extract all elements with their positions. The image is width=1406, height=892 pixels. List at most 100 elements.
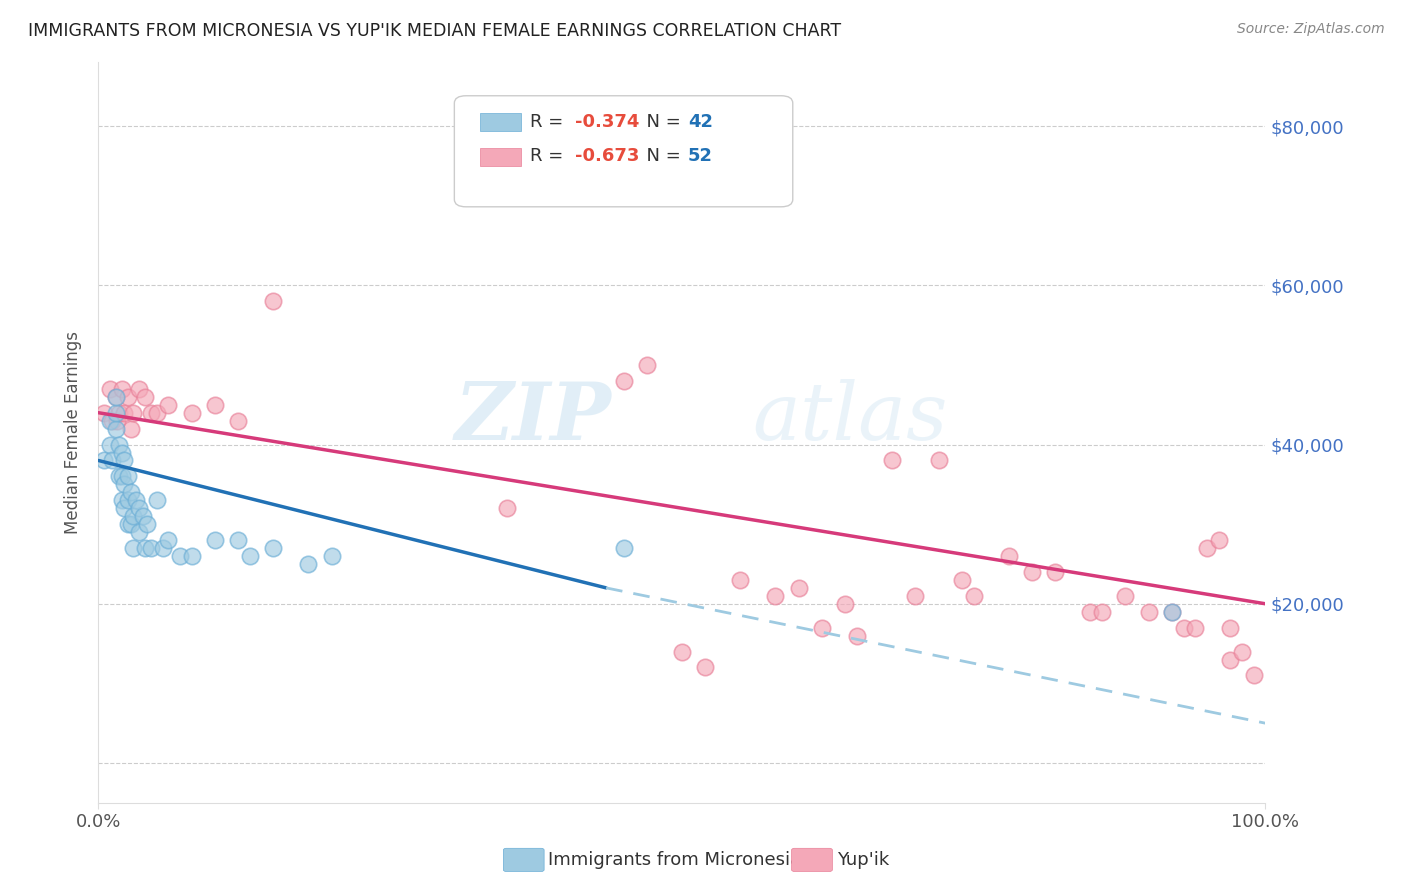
Text: N =: N =	[636, 147, 686, 165]
Point	[695, 660, 717, 674]
Point	[787, 581, 810, 595]
Text: N =: N =	[636, 112, 686, 130]
Point	[117, 390, 139, 404]
Point	[117, 517, 139, 532]
Point	[180, 549, 202, 563]
Text: Immigrants from Micronesia: Immigrants from Micronesia	[548, 851, 801, 869]
Point	[98, 414, 121, 428]
Text: -0.374: -0.374	[575, 112, 638, 130]
Point	[1080, 605, 1102, 619]
Point	[1230, 644, 1253, 658]
Point	[1137, 605, 1160, 619]
Point	[152, 541, 174, 555]
Point	[139, 541, 162, 555]
Point	[1243, 668, 1265, 682]
Point	[98, 382, 121, 396]
Point	[146, 406, 169, 420]
Point	[101, 414, 124, 428]
FancyBboxPatch shape	[454, 95, 793, 207]
Point	[112, 453, 135, 467]
Point	[880, 453, 903, 467]
Text: IMMIGRANTS FROM MICRONESIA VS YUP'IK MEDIAN FEMALE EARNINGS CORRELATION CHART: IMMIGRANTS FROM MICRONESIA VS YUP'IK MED…	[28, 22, 841, 40]
Point	[1161, 605, 1184, 619]
Point	[101, 453, 124, 467]
Point	[98, 437, 121, 451]
Point	[157, 533, 180, 547]
Point	[108, 469, 131, 483]
Point	[93, 453, 115, 467]
Point	[112, 477, 135, 491]
Text: ZIP: ZIP	[456, 379, 612, 457]
Text: 42: 42	[688, 112, 713, 130]
Point	[204, 533, 226, 547]
Point	[105, 414, 128, 428]
Point	[134, 390, 156, 404]
Point	[139, 406, 162, 420]
Point	[1219, 621, 1241, 635]
Bar	[479, 147, 520, 166]
Point	[104, 422, 127, 436]
Point	[104, 390, 127, 404]
Point	[671, 644, 693, 658]
Point	[180, 406, 202, 420]
Point	[111, 493, 134, 508]
Point	[122, 541, 145, 555]
Point	[111, 469, 134, 483]
Point	[1184, 621, 1206, 635]
Point	[169, 549, 191, 563]
Point	[112, 501, 135, 516]
Text: 52: 52	[688, 147, 713, 165]
Point	[1219, 652, 1241, 666]
Point	[262, 541, 284, 555]
Point	[125, 493, 148, 508]
Point	[928, 453, 950, 467]
Point	[730, 573, 752, 587]
Point	[1173, 621, 1195, 635]
Point	[134, 541, 156, 555]
Point	[157, 398, 180, 412]
Point	[1091, 605, 1114, 619]
Point	[122, 509, 145, 524]
Point	[811, 621, 834, 635]
Point	[111, 382, 134, 396]
Point	[763, 589, 786, 603]
Point	[136, 517, 159, 532]
Point	[297, 557, 319, 571]
Point	[1045, 565, 1067, 579]
Point	[117, 493, 139, 508]
Point	[1021, 565, 1043, 579]
Y-axis label: Median Female Earnings: Median Female Earnings	[65, 331, 83, 534]
Bar	[479, 112, 520, 131]
Point	[1114, 589, 1136, 603]
Text: Yup'ik: Yup'ik	[837, 851, 889, 869]
Text: -0.673: -0.673	[575, 147, 638, 165]
Point	[239, 549, 262, 563]
Point	[111, 445, 134, 459]
Point	[228, 533, 250, 547]
Point	[122, 406, 145, 420]
Point	[228, 414, 250, 428]
Point	[496, 501, 519, 516]
Point	[321, 549, 343, 563]
Point	[117, 469, 139, 483]
Text: R =: R =	[530, 112, 569, 130]
Point	[120, 422, 142, 436]
Point	[1208, 533, 1230, 547]
Point	[120, 517, 142, 532]
Point	[904, 589, 927, 603]
Point	[613, 374, 636, 388]
Text: atlas: atlas	[752, 379, 948, 457]
Point	[636, 358, 658, 372]
Text: R =: R =	[530, 147, 569, 165]
Text: Source: ZipAtlas.com: Source: ZipAtlas.com	[1237, 22, 1385, 37]
Point	[104, 390, 127, 404]
Point	[1195, 541, 1218, 555]
Point	[132, 509, 155, 524]
Point	[120, 485, 142, 500]
Point	[834, 597, 856, 611]
Point	[128, 501, 150, 516]
Point	[128, 382, 150, 396]
Point	[204, 398, 226, 412]
Point	[613, 541, 636, 555]
Point	[112, 406, 135, 420]
